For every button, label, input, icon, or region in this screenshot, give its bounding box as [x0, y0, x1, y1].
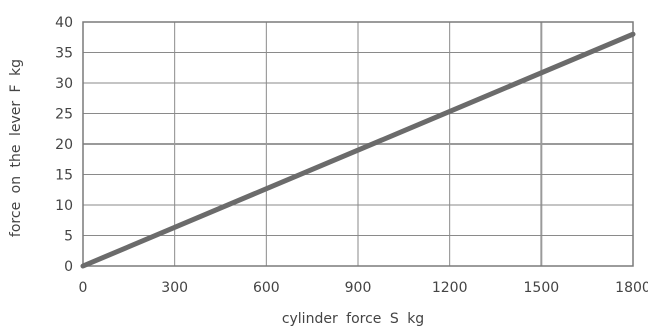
y-axis-title: force on the lever F kg	[8, 59, 24, 237]
x-tick-label-1200: 1200	[432, 280, 468, 296]
x-tick-label-0: 0	[79, 280, 88, 296]
y-tick-label-20: 20	[55, 137, 73, 153]
y-tick-label-5: 5	[64, 229, 73, 245]
series-line-0	[80, 31, 636, 269]
x-tick-label-1800: 1800	[615, 280, 648, 296]
data-marks	[80, 31, 636, 269]
x-tick-label-1500: 1500	[524, 280, 560, 296]
y-tick-label-25: 25	[55, 107, 73, 123]
y-tick-label-30: 30	[55, 76, 73, 92]
y-tick-label-10: 10	[55, 198, 73, 214]
x-axis-ticks: 0 300 600 900 1200 1500 1800	[79, 280, 648, 296]
x-tick-label-900: 900	[345, 280, 372, 296]
y-tick-label-35: 35	[55, 46, 73, 62]
x-tick-label-600: 600	[253, 280, 280, 296]
x-axis-title: cylinder force S kg	[282, 311, 424, 327]
plot-area-frame	[82, 21, 634, 267]
y-tick-label-15: 15	[55, 168, 73, 184]
x-tick-label-300: 300	[161, 280, 188, 296]
y-axis-ticks: 0 5 10 15 20 25 30 35 40	[55, 15, 73, 275]
y-tick-label-0: 0	[64, 259, 73, 275]
y-tick-label-40: 40	[55, 15, 73, 31]
grid	[82, 21, 634, 267]
